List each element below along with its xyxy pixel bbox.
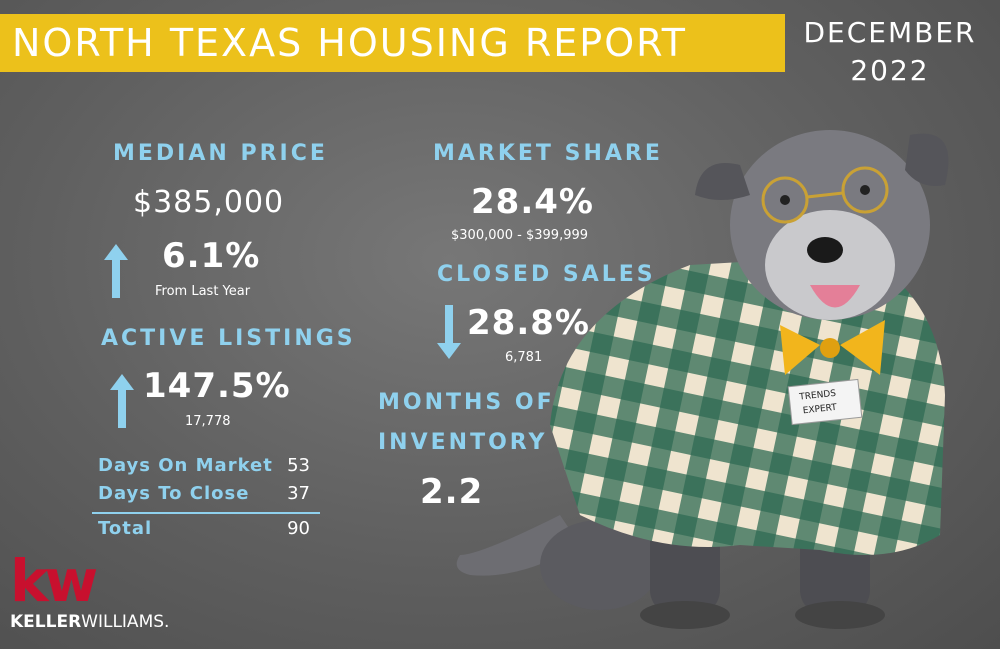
median-price-change: 6.1% [162,236,261,276]
keller-williams-logo: kw KELLERWILLIAMS. [10,552,169,632]
median-price-value: $385,000 [133,185,285,220]
closed-sales-label: CLOSED SALES [437,262,656,287]
up-arrow-icon [104,244,128,298]
active-listings-count: 17,778 [185,414,231,429]
trends-expert-badge [787,378,863,426]
active-listings-change: 147.5% [143,366,291,406]
market-share-label: MARKET SHARE [433,141,663,166]
logo-name-light: WILLIAMS. [81,612,170,632]
closed-sales-change: 28.8% [467,303,590,343]
days-to-close-label: Days To Close [98,483,250,504]
closed-sales-count: 6,781 [505,350,543,365]
down-arrow-icon [437,305,461,359]
months-inventory-label-line2: INVENTORY [378,430,548,455]
report-year: 2022 [850,54,930,87]
report-date: DECEMBER 2022 [800,14,980,90]
market-share-range: $300,000 - $399,999 [451,228,589,243]
days-to-close-row: Days To Close 37 [98,483,310,504]
dog-mascot-illustration: TRENDS EXPERT [456,130,949,629]
kw-mark: kw [10,547,98,615]
months-inventory-label-line1: MONTHS OF [378,390,555,415]
total-divider [92,512,320,514]
up-arrow-icon [110,374,134,428]
total-days-value: 90 [287,518,310,539]
logo-name-bold: KELLER [10,612,82,632]
median-price-label: MEDIAN PRICE [113,141,328,166]
days-to-close-value: 37 [287,483,310,504]
logo-wordmark: KELLERWILLIAMS. [10,612,169,632]
months-inventory-value: 2.2 [420,472,484,512]
total-days-label: Total [98,518,153,539]
badge-line2: EXPERT [802,403,837,417]
active-listings-label: ACTIVE LISTINGS [101,326,356,351]
days-on-market-label: Days On Market [98,455,273,476]
median-price-change-note: From Last Year [155,284,251,299]
badge-line1: TRENDS [798,389,837,403]
report-title-banner: NORTH TEXAS HOUSING REPORT [0,14,785,72]
total-days-row: Total 90 [98,518,310,539]
report-month: DECEMBER [803,16,977,49]
days-on-market-row: Days On Market 53 [98,455,310,476]
report-title: NORTH TEXAS HOUSING REPORT [12,21,687,65]
market-share-value: 28.4% [471,182,594,222]
days-on-market-value: 53 [287,455,310,476]
